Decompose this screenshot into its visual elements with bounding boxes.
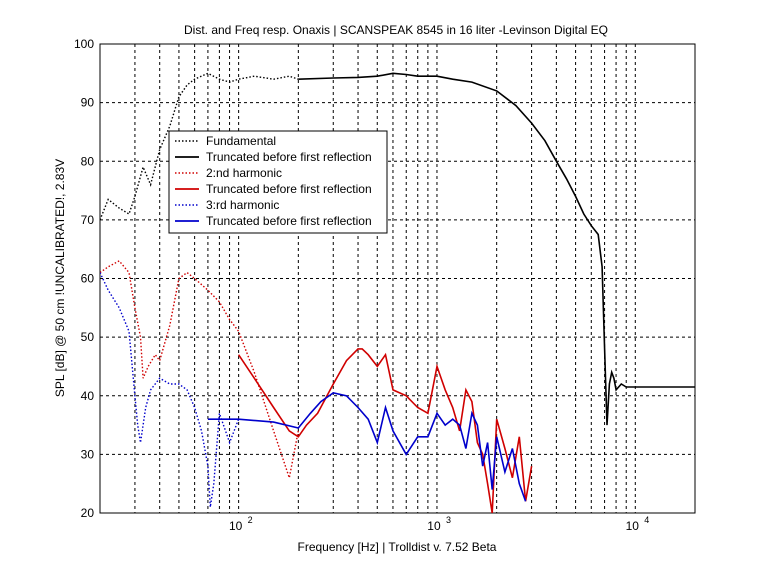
legend-label: Truncated before first reflection bbox=[206, 150, 372, 164]
y-tick-label: 30 bbox=[81, 447, 95, 461]
legend-label: Truncated before first reflection bbox=[206, 214, 372, 228]
y-tick-label: 40 bbox=[81, 389, 95, 403]
y-axis-ticks: 20 30 40 50 60 70 80 90 100 bbox=[74, 37, 94, 520]
chart-title: Dist. and Freq resp. Onaxis | SCANSPEAK … bbox=[184, 23, 608, 37]
y-tick-label: 60 bbox=[81, 272, 95, 286]
y-tick-label: 50 bbox=[81, 330, 95, 344]
y-tick-label: 70 bbox=[81, 213, 95, 227]
x-tick-label: 10 bbox=[626, 519, 640, 533]
series-line-5 bbox=[100, 272, 240, 508]
legend-label: 2:nd harmonic bbox=[206, 166, 282, 180]
series-line-3 bbox=[100, 260, 299, 481]
y-tick-label: 20 bbox=[81, 506, 95, 520]
plot-frame bbox=[99, 43, 696, 514]
legend-label: Fundamental bbox=[206, 134, 276, 148]
x-tick-exponent: 2 bbox=[248, 515, 253, 525]
legend: Fundamental Truncated before first reflec… bbox=[168, 130, 388, 234]
legend-label: 3:rd harmonic bbox=[206, 198, 279, 212]
x-tick-exponent: 4 bbox=[644, 515, 649, 525]
x-tick-label: 10 bbox=[427, 519, 441, 533]
y-tick-label: 90 bbox=[81, 96, 95, 110]
x-tick-label: 10 bbox=[229, 519, 243, 533]
series-lines bbox=[100, 72, 695, 513]
x-axis-ticks: 10 2 10 3 10 4 bbox=[229, 515, 649, 533]
legend-box bbox=[168, 130, 388, 234]
series-line-4 bbox=[237, 348, 533, 513]
legend-label: Truncated before first reflection bbox=[206, 182, 372, 196]
x-axis-label: Frequency [Hz] | Trolldist v. 7.52 Beta bbox=[298, 540, 497, 554]
y-tick-label: 80 bbox=[81, 154, 95, 168]
grid-lines bbox=[99, 43, 696, 514]
y-axis-label: SPL [dB] @ 50 cm !UNCALIBRATED!, 2.83V bbox=[53, 159, 67, 397]
x-tick-exponent: 3 bbox=[446, 515, 451, 525]
series-line-6 bbox=[207, 391, 527, 502]
series-line-2 bbox=[298, 72, 695, 426]
y-tick-label: 100 bbox=[74, 37, 94, 51]
